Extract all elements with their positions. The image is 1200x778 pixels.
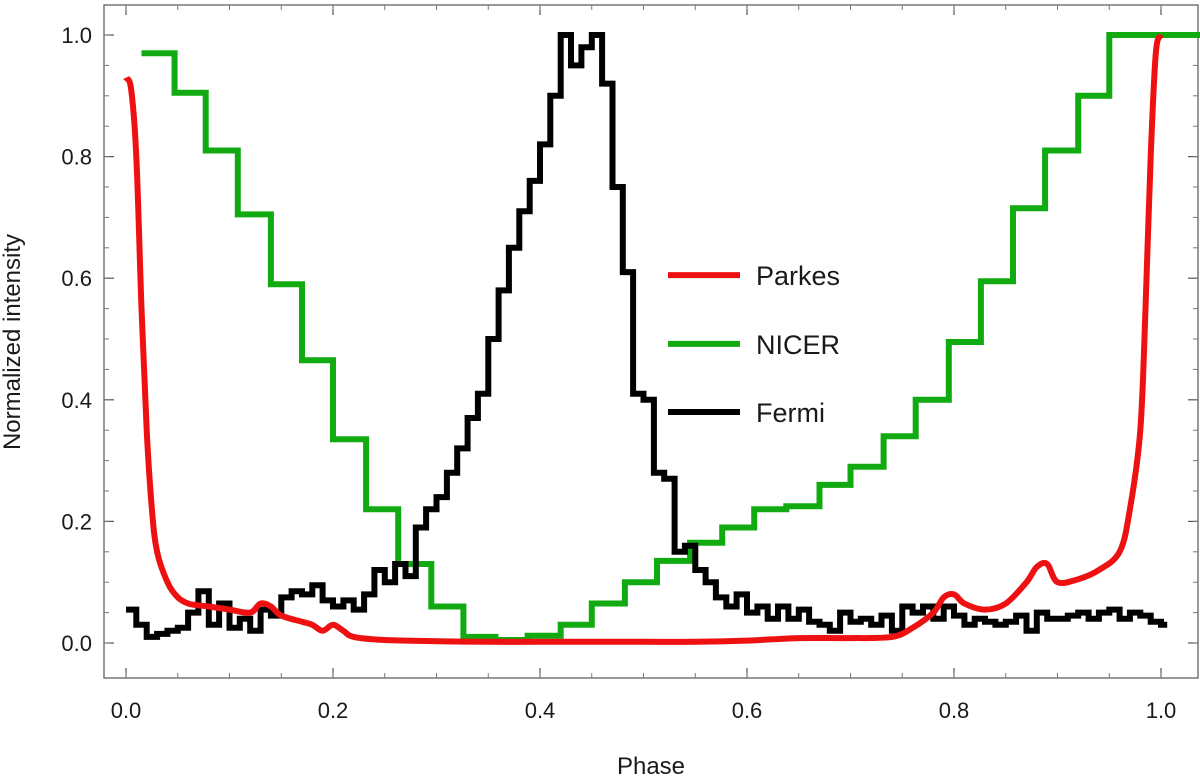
series-layer (123, 32, 1200, 645)
y-tick-label: 0.6 (61, 266, 92, 291)
series-line-parkes (123, 33, 1164, 645)
series-line-fermi (126, 32, 1168, 640)
x-tick-label: 0.2 (318, 698, 349, 723)
x-tick-label: 0.8 (939, 698, 970, 723)
y-tick-label: 0.2 (61, 509, 92, 534)
x-tick-label: 0.0 (111, 698, 142, 723)
legend-label-nicer: NICER (756, 330, 840, 360)
series-line-nicer (141, 32, 1200, 643)
y-tick-label: 0.0 (61, 631, 92, 656)
y-tick-label: 0.4 (61, 388, 92, 413)
y-tick-label: 1.0 (61, 23, 92, 48)
legend-label-fermi: Fermi (756, 398, 825, 428)
y-axis-label: Normalized intensity (0, 234, 26, 450)
x-tick-label: 0.6 (732, 698, 763, 723)
legend: Parkes NICER Fermi (668, 261, 840, 428)
y-tick-label: 0.8 (61, 145, 92, 170)
axes: 0.0 0.2 0.4 0.6 0.8 1.0 0.0 0.2 0.4 0.6 0.8 1.0 (61, 5, 1198, 723)
x-tick-label: 1.0 (1146, 698, 1177, 723)
plot-frame (103, 4, 1199, 679)
x-tick-label: 0.4 (525, 698, 556, 723)
x-axis-label: Phase (617, 753, 685, 778)
legend-label-parkes: Parkes (756, 261, 840, 291)
